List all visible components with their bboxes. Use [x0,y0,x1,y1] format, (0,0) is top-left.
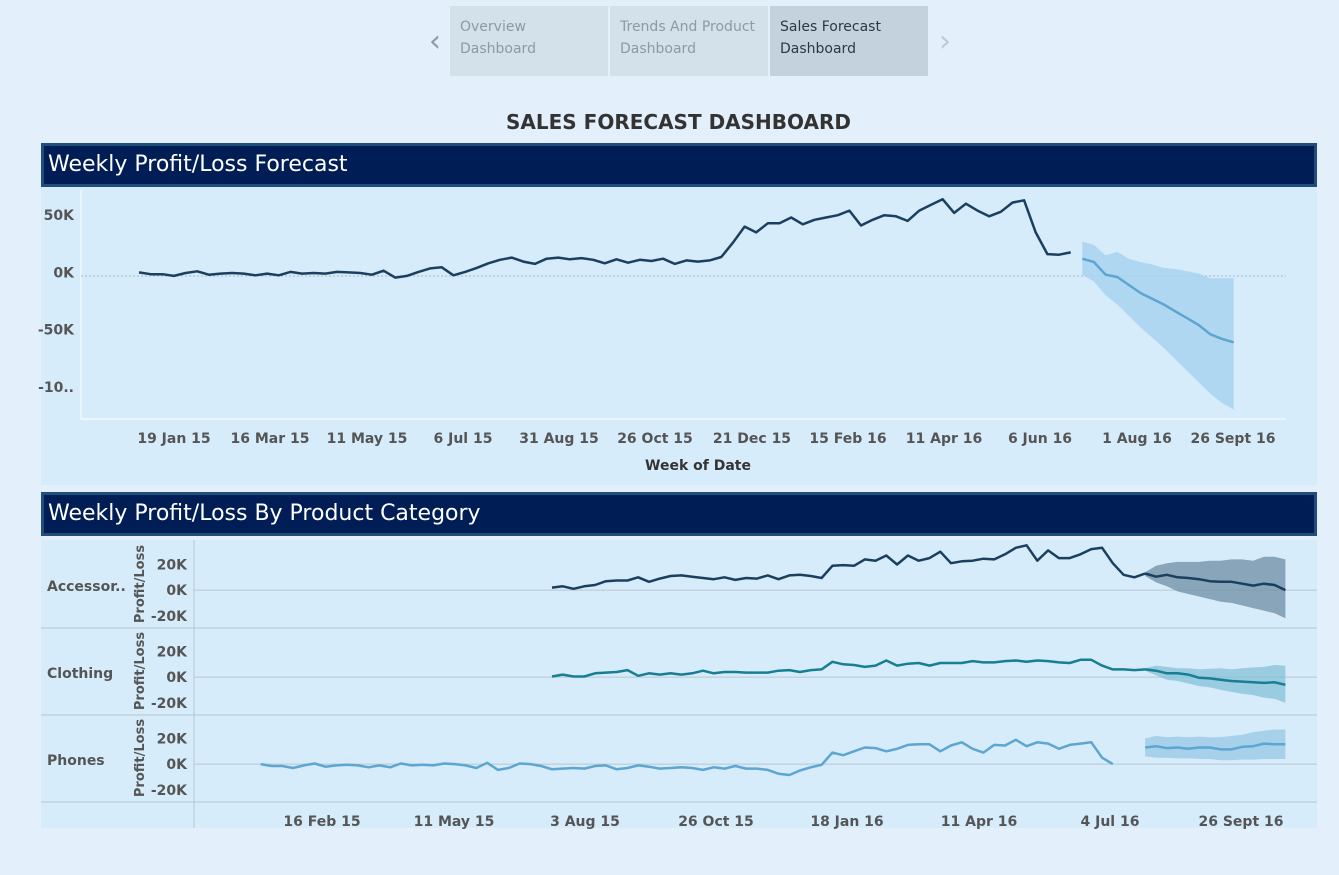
tab-label-line2: Dashboard [620,41,696,57]
y-axis-title: Profit/Loss [133,719,148,797]
y-tick-label: -50K [38,323,75,339]
y-tick-label: 0K [166,583,188,599]
y-tick-label: 0K [166,670,188,686]
category-actual-line [260,738,1114,777]
tab-label-line1: Sales Forecast [780,19,881,35]
forecast-profit-line [1081,257,1235,344]
tab-label-line1: Overview [460,19,526,35]
category-forecast-band [1145,729,1286,761]
category-forecast-line [1145,742,1286,751]
forecast-x-axis-title: Week of Date [645,458,751,474]
y-axis-title: Profit/Loss [133,545,148,623]
x-tick-label: 11 May 15 [327,431,408,447]
y-tick-label: 20K [157,645,188,661]
category-forecast-line [1144,572,1286,592]
y-tick-label: -10.. [38,380,74,396]
actual-profit-line [138,197,1071,279]
x-tick-label: 16 Mar 15 [231,431,310,447]
category-label: Clothing [47,666,113,682]
x-tick-label: 26 Sept 16 [1198,814,1283,830]
x-tick-label: 11 Apr 16 [906,431,982,447]
y-tick-label: 50K [44,208,75,224]
x-tick-label: 31 Aug 15 [519,431,599,447]
x-tick-label: 26 Sept 16 [1190,431,1275,447]
x-tick-label: 1 Aug 16 [1102,431,1172,447]
y-tick-label: -20K [151,609,188,625]
forecast-plot-background [41,187,1317,485]
x-tick-label: 21 Dec 15 [713,431,791,447]
x-tick-label: 11 Apr 16 [941,814,1017,830]
category-plot-background [41,540,1317,828]
tab-sales-forecast-dashboard[interactable]: Sales Forecast Dashboard [770,6,928,76]
x-tick-label: 16 Feb 15 [283,814,360,830]
forecast-panel-title: Weekly Profit/Loss Forecast [41,143,1317,187]
y-tick-label: -20K [151,696,188,712]
x-tick-label: 15 Feb 16 [809,431,886,447]
tab-label-line2: Dashboard [780,41,856,57]
category-forecast-band [1145,556,1286,619]
x-tick-label: 11 May 15 [414,814,495,830]
x-tick-label: 19 Jan 15 [137,431,210,447]
y-tick-label: 0K [166,757,188,773]
x-tick-label: 4 Jul 16 [1081,814,1140,830]
x-tick-label: 26 Oct 15 [678,814,754,830]
y-axis-title: Profit/Loss [133,632,148,710]
y-tick-label: 20K [157,732,188,748]
x-tick-label: 18 Jan 16 [810,814,883,830]
category-actual-line [551,544,1146,591]
category-label: Phones [47,753,105,769]
category-forecast-line [1145,668,1286,687]
x-tick-label: 6 Jun 16 [1008,431,1072,447]
forecast-confidence-band [1082,241,1234,410]
category-panel-title: Weekly Profit/Loss By Product Category [41,492,1317,536]
x-tick-label: 3 Aug 15 [550,814,620,830]
tab-label-line2: Dashboard [460,41,536,57]
x-tick-label: 6 Jul 15 [434,431,493,447]
y-tick-label: -20K [151,783,188,799]
tab-label-line1: Trends And Product [620,19,756,35]
tab-overview-dashboard[interactable]: Overview Dashboard [450,6,608,76]
category-label: Accessor.. [47,579,126,595]
y-tick-label: 20K [157,558,188,574]
chevron-left-icon[interactable]: ‹ [429,23,441,59]
tab-trends-product-dashboard[interactable]: Trends And Product Dashboard [610,6,768,76]
category-actual-line [551,658,1146,678]
chevron-right-icon[interactable]: › [939,23,951,59]
x-tick-label: 26 Oct 15 [617,431,693,447]
page-title: SALES FORECAST DASHBOARD [506,110,851,134]
y-tick-label: 0K [53,265,75,281]
dashboard-nav: ‹ Overview Dashboard Trends And Product … [420,6,960,76]
